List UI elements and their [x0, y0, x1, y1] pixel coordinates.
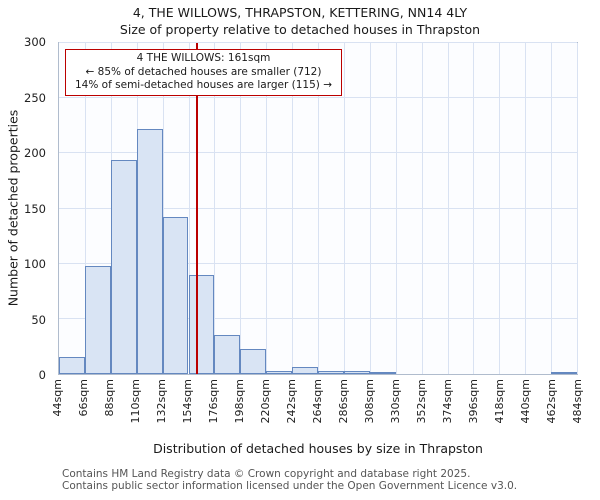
y-tick-label: 150 [24, 201, 46, 216]
v-gridline [266, 43, 268, 374]
v-gridline [577, 43, 578, 374]
v-gridline [499, 43, 501, 374]
property-size-marker-line [195, 43, 198, 374]
y-tick-label: 250 [24, 90, 46, 105]
x-tick-label: 154sqm [181, 379, 194, 424]
x-tick-label: 484sqm [571, 379, 584, 424]
footer-line2: Contains public sector information licen… [62, 480, 518, 493]
y-tick-label: 300 [24, 35, 46, 49]
x-tick-label: 396sqm [467, 379, 480, 424]
histogram-bar-264sqm [318, 370, 344, 374]
v-gridline [240, 43, 242, 374]
y-tick-label: 100 [24, 257, 46, 271]
x-tick-label: 462sqm [545, 379, 558, 424]
x-tick-label: 132sqm [155, 379, 168, 424]
attribution-footer: Contains HM Land Registry data © Crown c… [62, 468, 517, 493]
histogram-bar-88sqm [110, 159, 137, 374]
x-tick-label: 44sqm [51, 379, 64, 417]
annotation-line2: ← 85% of detached houses are smaller (71… [85, 65, 322, 78]
annotation-line1: 4 THE WILLOWS: 161sqm [136, 52, 271, 64]
x-axis-title: Distribution of detached houses by size … [153, 441, 483, 456]
y-tick-label: 0 [38, 368, 46, 382]
histogram-bar-220sqm [266, 370, 293, 374]
x-tick-label: 330sqm [389, 379, 402, 424]
x-tick-label: 220sqm [259, 379, 272, 424]
v-gridline [551, 43, 553, 374]
footer-line1: Contains HM Land Registry data © Crown c… [62, 468, 471, 480]
x-tick-label: 88sqm [103, 379, 116, 417]
histogram-bar-132sqm [162, 217, 189, 374]
histogram-bar-308sqm [369, 372, 396, 374]
chart-title-line1: 4, THE WILLOWS, THRAPSTON, KETTERING, NN… [132, 5, 468, 20]
histogram-bar-462sqm [551, 372, 577, 374]
histogram-bar-44sqm [59, 357, 85, 374]
histogram-bar-66sqm [84, 265, 111, 374]
histogram-bar-242sqm [292, 367, 318, 374]
x-tick-label: 110sqm [129, 379, 142, 424]
x-tick-label: 264sqm [311, 379, 324, 424]
x-tick-label: 352sqm [415, 379, 428, 424]
v-gridline [473, 43, 475, 374]
h-gridline [59, 42, 577, 43]
x-tick-label: 66sqm [77, 379, 90, 417]
histogram-bar-154sqm [188, 274, 215, 374]
x-axis-tick-labels: 44sqm 66sqm 88sqm 110sqm 132sqm 154sqm 176sqm 1… [51, 377, 584, 437]
v-gridline [447, 43, 449, 374]
y-tick-label: 200 [24, 146, 46, 160]
histogram-bar-198sqm [240, 348, 267, 374]
v-gridline [162, 43, 164, 374]
v-gridline [292, 43, 294, 374]
x-tick-label: 286sqm [337, 379, 350, 424]
x-tick-label: 308sqm [363, 379, 376, 424]
v-gridline [214, 43, 216, 374]
annotation-box: 4 THE WILLOWS: 161sqm ← 85% of detached … [65, 49, 342, 96]
annotation-line3: 14% of semi-detached houses are larger (… [75, 79, 332, 92]
v-gridline [395, 43, 397, 374]
x-tick-label: 198sqm [233, 379, 246, 424]
histogram-bar-286sqm [343, 370, 370, 374]
histogram-bar-176sqm [214, 335, 241, 374]
plot-area: 4 THE WILLOWS: 161sqm ← 85% of detached … [58, 42, 578, 375]
x-tick-label: 418sqm [493, 379, 506, 424]
v-gridline [369, 43, 371, 374]
y-axis-tick-labels: 0 50 100 150 200 250 300 [0, 35, 54, 382]
x-tick-label: 176sqm [207, 379, 220, 424]
x-tick-label: 440sqm [519, 379, 532, 424]
x-tick-label: 374sqm [441, 379, 454, 424]
v-gridline [318, 43, 319, 374]
histogram-bar-110sqm [136, 129, 163, 374]
x-tick-label: 242sqm [285, 379, 298, 424]
v-gridline [421, 43, 423, 374]
chart-title-line2: Size of property relative to detached ho… [119, 22, 481, 37]
y-tick-label: 50 [31, 312, 46, 327]
v-gridline [525, 43, 527, 374]
v-gridline [188, 43, 190, 374]
v-gridline [84, 43, 86, 374]
v-gridline [343, 43, 345, 374]
